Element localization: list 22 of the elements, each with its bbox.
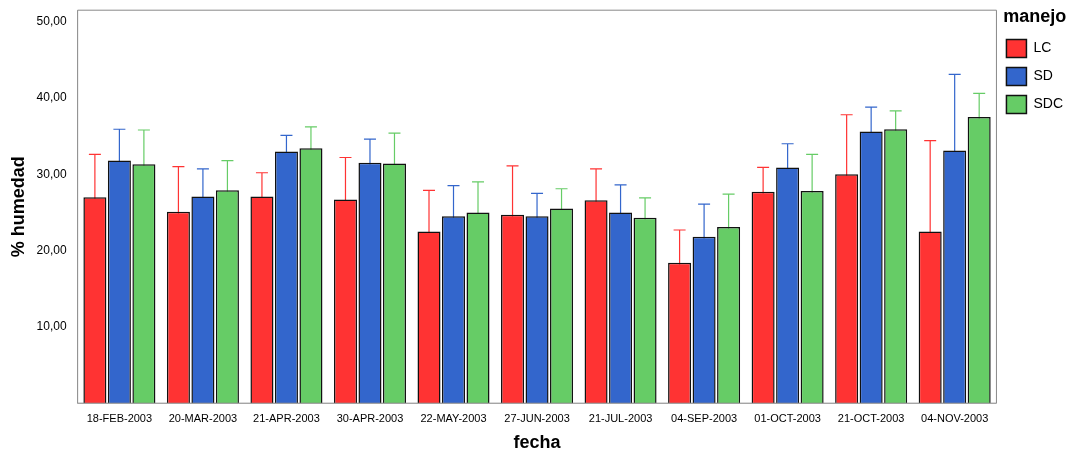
x-tick-label: 21-JUL-2003 xyxy=(588,411,653,424)
y-tick-label: 10,00 xyxy=(36,319,67,334)
x-tick-label: 27-JUN-2003 xyxy=(504,411,570,424)
x-tick-label: 18-FEB-2003 xyxy=(86,411,153,424)
legend-label: SDC xyxy=(1033,95,1063,112)
y-tick-label: 50,00 xyxy=(36,13,67,28)
legend-title: manejo xyxy=(1003,5,1067,26)
legend-label: SD xyxy=(1033,67,1053,84)
x-tick-label: 21-OCT-2003 xyxy=(837,411,905,424)
y-tick-label: 40,00 xyxy=(36,90,67,105)
x-tick-label: 04-SEP-2003 xyxy=(671,411,738,424)
y-tick-label: 30,00 xyxy=(36,166,67,181)
x-tick-label: 21-APR-2003 xyxy=(253,411,320,424)
x-tick-label: 01-OCT-2003 xyxy=(754,411,821,424)
x-tick-label: 04-NOV-2003 xyxy=(921,411,989,424)
y-axis-title: % humedad xyxy=(7,156,28,258)
x-axis-title: fecha xyxy=(513,432,562,453)
y-tick-label: 20,00 xyxy=(36,242,67,257)
x-tick-label: 30-APR-2003 xyxy=(336,411,404,424)
legend-label: LC xyxy=(1033,39,1052,56)
x-tick-label: 22-MAY-2003 xyxy=(420,411,487,424)
x-tick-label: 20-MAR-2003 xyxy=(168,411,238,424)
